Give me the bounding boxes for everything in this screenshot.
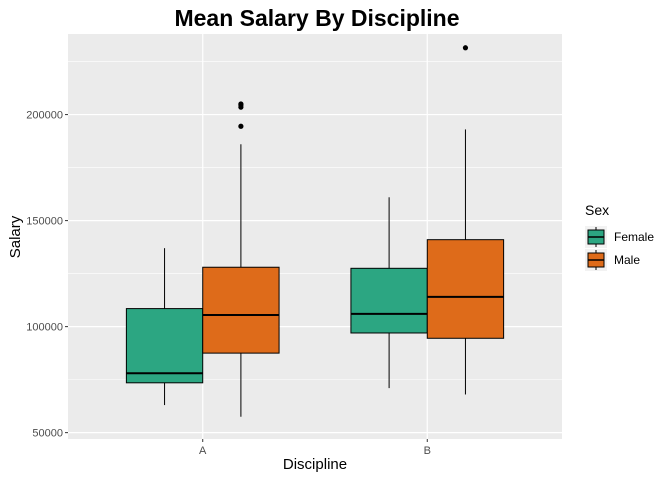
outlier-point: [238, 101, 244, 107]
chart-title: Mean Salary By Discipline: [174, 5, 459, 31]
outlier-point: [238, 123, 244, 129]
box-iqr: [350, 267, 428, 334]
outlier-point: [462, 45, 469, 51]
axes: 50000 100000 150000 200000 A B: [26, 110, 431, 457]
y-axis-title: Salary: [7, 215, 24, 258]
y-tick-label: 150000: [26, 216, 63, 228]
legend-title: Sex: [585, 202, 609, 218]
legend: Sex Female Male: [585, 202, 654, 271]
legend-item-male: Male: [585, 249, 640, 271]
legend-label: Female: [614, 230, 654, 244]
box-male-b: [426, 45, 505, 395]
legend-item-female: Female: [585, 226, 654, 248]
legend-label: Male: [614, 253, 640, 267]
y-tick-label: 100000: [26, 322, 63, 334]
box-iqr: [202, 266, 280, 354]
gridlines: [68, 34, 562, 439]
x-axis-title: Discipline: [283, 456, 347, 473]
y-tick-label: 200000: [26, 110, 63, 122]
x-tick-label: A: [199, 445, 207, 457]
box-iqr: [125, 308, 204, 384]
box-plots: [125, 45, 505, 417]
box-female-b: [350, 197, 428, 389]
y-tick-label: 50000: [32, 428, 63, 440]
box-iqr: [426, 239, 505, 339]
box-male-a: [202, 101, 280, 417]
x-tick-label: B: [424, 445, 431, 457]
box-female-a: [125, 248, 204, 406]
